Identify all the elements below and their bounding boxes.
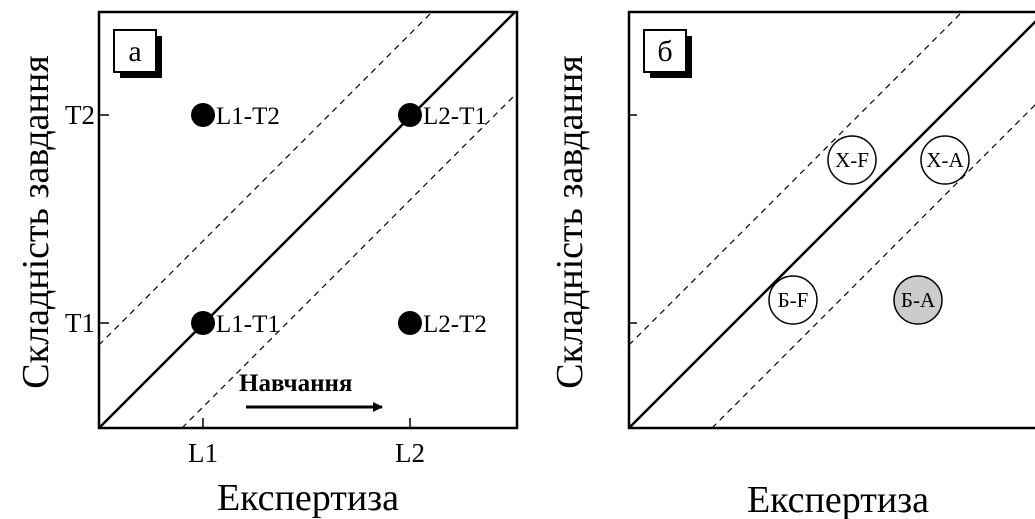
y-tick-label-t2: T2	[65, 100, 95, 130]
circle-b-f: Б-F	[768, 275, 818, 325]
diagonal-solid-line	[99, 12, 517, 428]
panel-a: а L1 L2 T2 T1 Експертиза Складність завд…	[15, 10, 519, 519]
y-axis-title: Складність завдання	[15, 55, 57, 388]
circle-x-f: Х-F	[827, 135, 877, 185]
point-label-l2-t1: L2-T1	[423, 103, 487, 130]
point-l1-t2	[191, 103, 215, 127]
circle-x-a: Х-А	[920, 135, 970, 185]
y-axis-title: Складність завдання	[549, 55, 591, 388]
point-label-l1-t1: L1-T1	[216, 311, 280, 338]
diagonal-dashed-lower-line	[711, 104, 1035, 428]
diagonal-solid-line	[629, 20, 1035, 428]
circle-label-x-f: Х-F	[835, 148, 869, 172]
panel-letter: а	[128, 35, 141, 68]
point-label-l2-t2: L2-T2	[423, 311, 487, 338]
point-l1-t1	[191, 311, 215, 335]
plot-frame	[97, 10, 519, 430]
arrow-label: Навчання	[239, 370, 352, 397]
panel-b: б Експертиза Складність завдання Х-F Х-А…	[549, 10, 1035, 519]
circle-label-b-f: Б-F	[778, 288, 809, 312]
diagonal-dashed-lower-line	[181, 92, 517, 428]
circle-label-b-a: Б-А	[901, 288, 936, 312]
x-tick-label-l2: L2	[395, 438, 425, 468]
circle-b-a: Б-А	[893, 275, 943, 325]
panel-letter: б	[657, 35, 672, 68]
point-l2-t2	[398, 311, 422, 335]
x-axis-title: Експертиза	[217, 477, 399, 519]
point-label-l1-t2: L1-T2	[216, 103, 280, 130]
x-tick-label-l1: L1	[188, 438, 218, 468]
plot-frame	[627, 10, 1035, 430]
point-l2-t1	[398, 103, 422, 127]
y-tick-label-t1: T1	[65, 308, 95, 338]
x-axis-title: Експертиза	[747, 479, 929, 519]
circle-label-x-a: Х-А	[926, 148, 964, 172]
panel-letter-box	[643, 29, 687, 73]
panel-letter-box	[113, 29, 157, 73]
